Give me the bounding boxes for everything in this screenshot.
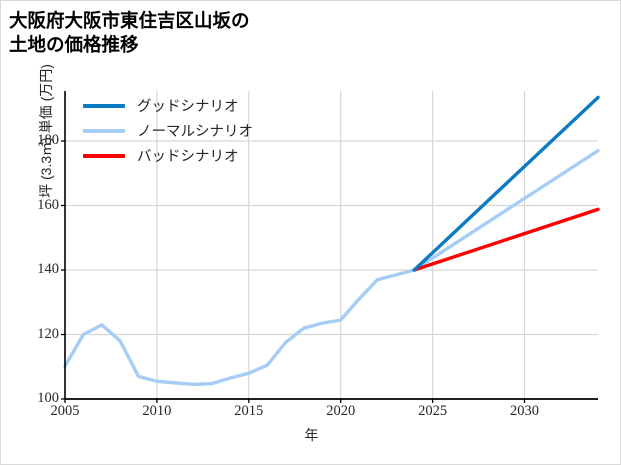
series-lines [63, 95, 600, 387]
x-tick-label: 2020 [326, 403, 356, 419]
legend-item[interactable]: ノーマルシナリオ [83, 118, 253, 143]
y-tick-label: 160 [37, 196, 59, 213]
x-tick-label: 2015 [234, 403, 264, 419]
chart-legend: グッドシナリオ ノーマルシナリオ バッドシナリオ [83, 93, 253, 168]
series-line [412, 207, 600, 272]
x-tick-label: 2005 [50, 403, 80, 419]
page-title: 大阪府大阪市東住吉区山坂の 土地の価格推移 [9, 10, 250, 56]
legend-item[interactable]: グッドシナリオ [83, 93, 253, 118]
x-tick-label: 2030 [509, 403, 539, 419]
y-tick-label: 120 [37, 325, 59, 342]
legend-color-swatch [83, 103, 125, 108]
legend-color-swatch [83, 128, 125, 133]
y-tick-label: 140 [37, 261, 59, 277]
axis-ticks [61, 140, 526, 403]
x-tick-label: 2025 [418, 403, 448, 419]
axis-frame [64, 91, 598, 400]
legend-color-swatch [83, 153, 125, 158]
x-axis-title: 年 [304, 427, 319, 443]
legend-label: グッドシナリオ [137, 99, 239, 115]
series-line [412, 95, 600, 272]
x-tick-label: 2010 [142, 403, 172, 419]
gridlines [65, 91, 598, 399]
legend-label: ノーマルシナリオ [137, 124, 253, 140]
y-tick-label: 180 [37, 132, 59, 148]
legend-label: バッドシナリオ [137, 149, 239, 165]
y-tick-label: 100 [37, 390, 59, 406]
series-line [63, 148, 600, 387]
legend-item[interactable]: バッドシナリオ [83, 143, 253, 168]
